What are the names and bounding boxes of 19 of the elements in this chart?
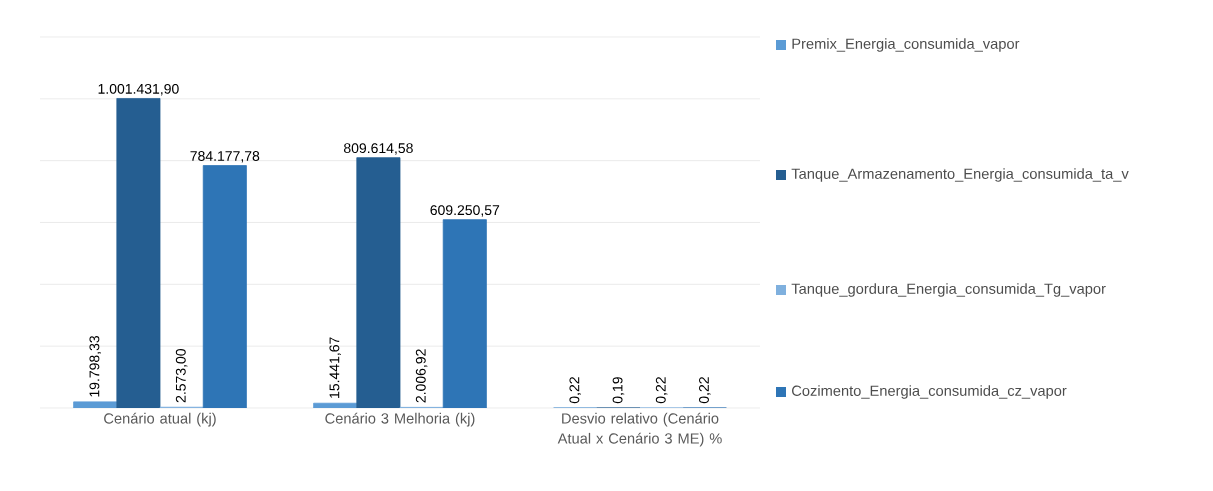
data-label: 0,22	[655, 377, 668, 404]
data-label: 0,22	[699, 377, 711, 404]
legend-label: Cozimento_Energia_consumida_cz_vapor	[792, 385, 1067, 399]
data-label: 784.177,78	[190, 151, 260, 163]
legend-label: Tanque_Armazenamento_Energia_consumida_ta_v	[791, 168, 1129, 182]
x-tick-label: Cenário atual (kj)	[104, 412, 216, 427]
x-tick-label: Desvio relativo (Cenário Atual x Cenário 3 ME) %	[557, 412, 722, 447]
data-label: 2.006,92	[415, 349, 428, 403]
data-label: 609.250,57	[430, 205, 500, 217]
x-tick-label: Cenário 3 Melhoria (kj)	[325, 412, 475, 427]
data-label: 0,22	[569, 377, 581, 404]
data-label: 15.441,67	[329, 337, 341, 398]
data-label: 19.798,33	[89, 335, 101, 397]
legend-label: Premix_Energia_consumida_vapor	[792, 38, 1020, 52]
data-label: 1.001.431,90	[98, 83, 179, 96]
legend-label: Tanque_gordura_Energia_consumida_Tg_vapor	[791, 283, 1106, 297]
data-label: 2.573,00	[175, 348, 188, 403]
data-label: 809.614,58	[343, 143, 413, 155]
data-label: 0,19	[612, 377, 625, 404]
